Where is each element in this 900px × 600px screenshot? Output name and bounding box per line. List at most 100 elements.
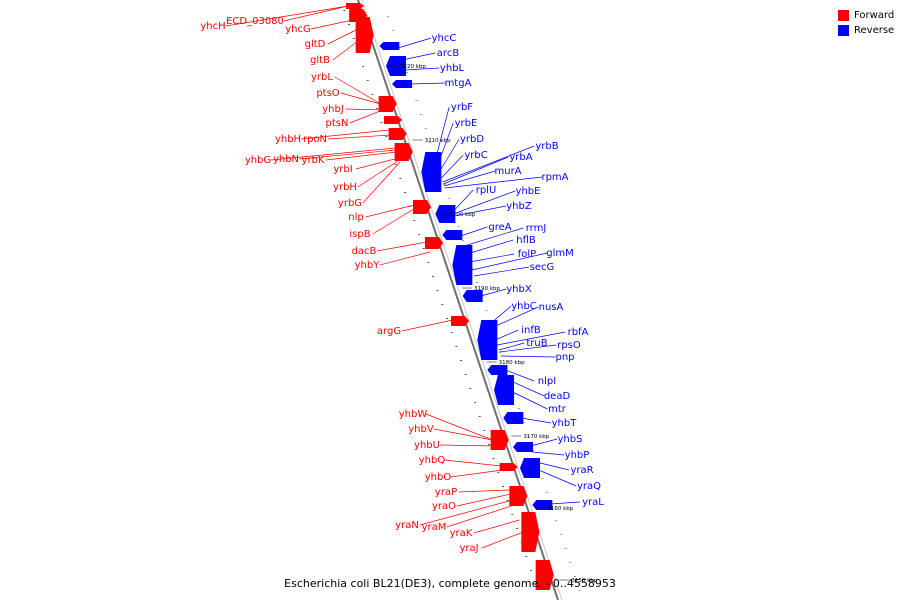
backbone-dot — [420, 114, 422, 115]
forward-swatch — [838, 10, 849, 21]
forward-gene-label: yraP — [435, 487, 457, 498]
reverse-leader-line — [473, 266, 530, 277]
reverse-leader-line — [442, 145, 535, 183]
forward-gene-label: ispB — [349, 229, 370, 240]
forward-gene-label: yhbY — [355, 260, 381, 271]
forward-leader-line — [300, 129, 390, 140]
backbone-dot — [441, 304, 444, 305]
tick-label: 3150 kbp — [571, 578, 597, 584]
forward-gene-label: yrbH — [333, 182, 357, 193]
tick-label: 3170 kbp — [523, 434, 549, 440]
backbone-dot — [492, 458, 495, 459]
reverse-gene-label: nusA — [539, 302, 564, 313]
forward-leader-line — [444, 459, 502, 467]
forward-gene-block — [425, 237, 443, 249]
reverse-leader-line — [443, 170, 496, 187]
reverse-leader-line — [480, 288, 507, 297]
backbone-dot — [399, 178, 402, 179]
forward-gene-label: yrbG — [338, 198, 362, 209]
forward-gene-label: rpoN — [303, 134, 327, 145]
reverse-leader-line — [521, 417, 552, 424]
reverse-gene-label: yraR — [570, 465, 593, 476]
backbone-dot — [418, 234, 420, 235]
forward-gene-label: ptsN — [326, 118, 349, 129]
forward-leader-line — [365, 204, 415, 218]
backbone-dot — [578, 590, 581, 591]
forward-leader-line — [372, 207, 416, 235]
reverse-gene-label: hflB — [516, 235, 536, 246]
reverse-leader-line — [443, 156, 509, 185]
reverse-gene-block — [392, 80, 412, 88]
reverse-gene-label: rpsO — [557, 340, 581, 351]
backbone-dot — [485, 310, 488, 311]
reverse-gene-block — [452, 245, 473, 285]
forward-gene-label: ptsO — [316, 88, 339, 99]
reverse-leader-line — [538, 469, 577, 487]
forward-leader-line — [355, 157, 399, 170]
forward-gene-label: argG — [377, 326, 401, 337]
legend-item-forward: Forward — [838, 8, 894, 23]
reverse-leader-line — [508, 379, 545, 397]
reverse-gene-label: murA — [494, 166, 521, 177]
forward-gene-block — [521, 512, 540, 552]
reverse-gene-label: yhcC — [432, 33, 457, 44]
backbone-line — [357, 0, 559, 600]
backbone-dot — [415, 100, 418, 101]
reverse-gene-block — [421, 152, 442, 192]
reverse-gene-label: greA — [488, 222, 511, 233]
backbone-dot — [518, 408, 520, 409]
tick-label: 3210 kbp — [425, 138, 451, 144]
forward-gene-block — [346, 3, 364, 9]
backbone-dot — [385, 136, 388, 137]
forward-leader-line — [450, 469, 503, 478]
backbone-dot — [511, 514, 514, 515]
forward-gene-label: ECD_03080 — [226, 16, 284, 27]
reverse-gene-label: yraQ — [577, 481, 601, 492]
backbone-dot — [464, 374, 467, 375]
forward-leader-line — [401, 319, 453, 332]
forward-gene-label: dacB — [352, 246, 377, 257]
reverse-gene-label: yrbE — [455, 118, 478, 129]
reverse-gene-label: mtgA — [445, 78, 472, 89]
map-title: Escherichia coli BL21(DE3), complete gen… — [284, 577, 616, 590]
backbone-dot — [555, 520, 558, 521]
reverse-leader-line — [401, 52, 436, 61]
reverse-gene-label: nlpI — [538, 376, 556, 387]
backbone-dot — [457, 226, 460, 227]
backbone-dot — [483, 430, 486, 431]
backbone-dot — [462, 240, 464, 241]
forward-leader-line — [340, 92, 381, 105]
forward-gene-block — [499, 463, 518, 471]
forward-gene-block — [355, 17, 374, 53]
reverse-gene-label: yhbT — [552, 418, 578, 429]
reverse-gene-label: deaD — [544, 391, 571, 402]
reverse-leader-line — [397, 37, 432, 49]
backbone-dot — [422, 248, 425, 249]
reverse-leader-line — [549, 501, 581, 505]
backbone-dot — [424, 128, 427, 129]
reverse-leader-line — [453, 205, 507, 217]
backbone-dot — [502, 486, 504, 487]
backbone-dot — [478, 416, 481, 417]
reverse-leader-line — [498, 342, 525, 351]
backbone-dot — [474, 402, 476, 403]
reverse-gene-block — [462, 290, 483, 302]
reverse-leader-line — [505, 369, 535, 382]
forward-gene-block — [384, 116, 402, 124]
reverse-leader-line — [489, 305, 512, 325]
backbone-dot — [476, 282, 478, 283]
reverse-leader-line — [434, 106, 450, 161]
reverse-gene-label: pnp — [555, 352, 574, 363]
backbone-dot — [404, 192, 406, 193]
backbone-dot — [376, 108, 378, 109]
backbone-dot — [448, 198, 450, 199]
reverse-gene-block — [442, 230, 463, 240]
forward-gene-block — [413, 200, 431, 214]
reverse-leader-line — [495, 329, 519, 341]
backbone-dot — [413, 220, 416, 221]
reverse-gene-label: yrbB — [535, 141, 558, 152]
backbone-dot — [499, 352, 502, 353]
forward-gene-label: yraO — [432, 501, 456, 512]
reverse-leader-line — [452, 189, 474, 213]
